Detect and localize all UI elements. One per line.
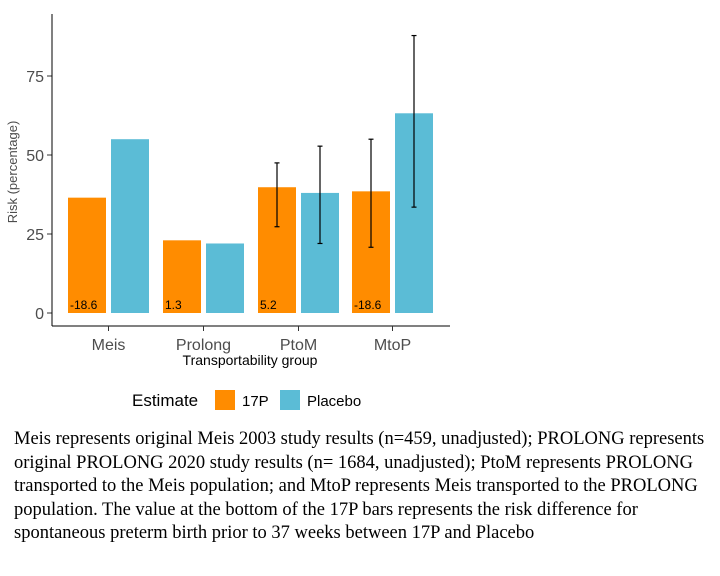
y-tick-label: 0 xyxy=(35,306,44,323)
bar-chart: 0 25 50 75 -18.6 1.3 5.2 -18.6 Meis Prolong PtoM… xyxy=(5,14,450,410)
legend: Estimate 17P Placebo xyxy=(132,390,361,410)
bar-placebo-meis xyxy=(111,139,149,313)
y-tick-label: 75 xyxy=(26,69,44,86)
legend-title: Estimate xyxy=(132,391,198,410)
x-axis-ticks: Meis Prolong PtoM MtoP xyxy=(92,326,411,354)
legend-label-17p: 17P xyxy=(242,393,269,410)
x-tick-label: Meis xyxy=(92,337,126,354)
bar-17p-meis xyxy=(68,197,106,313)
y-axis-title: Risk (percentage) xyxy=(5,121,20,224)
bar-value-label: -18.6 xyxy=(70,298,98,312)
y-tick-label: 50 xyxy=(26,148,44,165)
bar-value-label: 5.2 xyxy=(260,298,277,312)
legend-swatch-placebo xyxy=(280,390,300,410)
figure-caption: Meis represents original Meis 2003 study… xyxy=(14,429,705,544)
y-tick-label: 25 xyxy=(26,227,44,244)
legend-label-placebo: Placebo xyxy=(307,393,361,410)
x-tick-label: MtoP xyxy=(374,337,411,354)
bar-value-label: 1.3 xyxy=(165,298,182,312)
bar-17p-prolong xyxy=(163,240,201,313)
legend-swatch-17p xyxy=(215,390,235,410)
bars xyxy=(68,113,433,314)
y-axis-ticks: 0 25 50 75 xyxy=(26,69,52,323)
error-bars xyxy=(274,34,417,248)
x-tick-label: Prolong xyxy=(176,337,231,354)
x-axis-title: Transportability group xyxy=(183,352,318,368)
bar-value-label: -18.6 xyxy=(354,298,382,312)
bar-placebo-prolong xyxy=(206,243,244,313)
bar-value-labels: -18.6 1.3 5.2 -18.6 xyxy=(70,298,382,312)
x-tick-label: PtoM xyxy=(280,337,317,354)
